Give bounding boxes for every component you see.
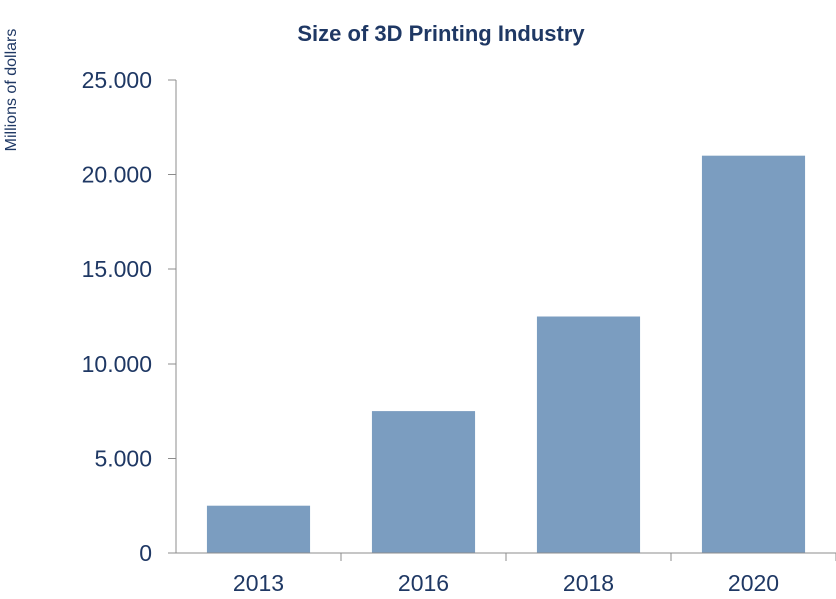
x-tick-label: 2020 [728, 570, 779, 596]
chart-title: Size of 3D Printing Industry [297, 21, 585, 46]
x-tick-label: 2013 [233, 570, 284, 596]
bar-2018 [536, 316, 641, 553]
bar-2016 [371, 411, 476, 553]
y-axis: 0 5.000 10.000 15.000 20.000 25.000 [82, 67, 177, 566]
x-axis: 2013 2016 2018 2020 [176, 552, 836, 596]
y-axis-label: Millions of dollars [3, 29, 20, 152]
y-tick-label: 20.000 [82, 162, 152, 188]
x-tick-label: 2016 [398, 570, 449, 596]
bar-2013 [206, 505, 311, 553]
y-tick-label: 5.000 [94, 445, 152, 471]
bars-group [206, 155, 806, 553]
bar-2020 [701, 155, 806, 553]
y-tick-label: 25.000 [82, 67, 152, 93]
x-tick-label: 2018 [563, 570, 614, 596]
y-tick-label: 15.000 [82, 256, 152, 282]
y-tick-label: 0 [139, 540, 152, 566]
y-tick-label: 10.000 [82, 351, 152, 377]
